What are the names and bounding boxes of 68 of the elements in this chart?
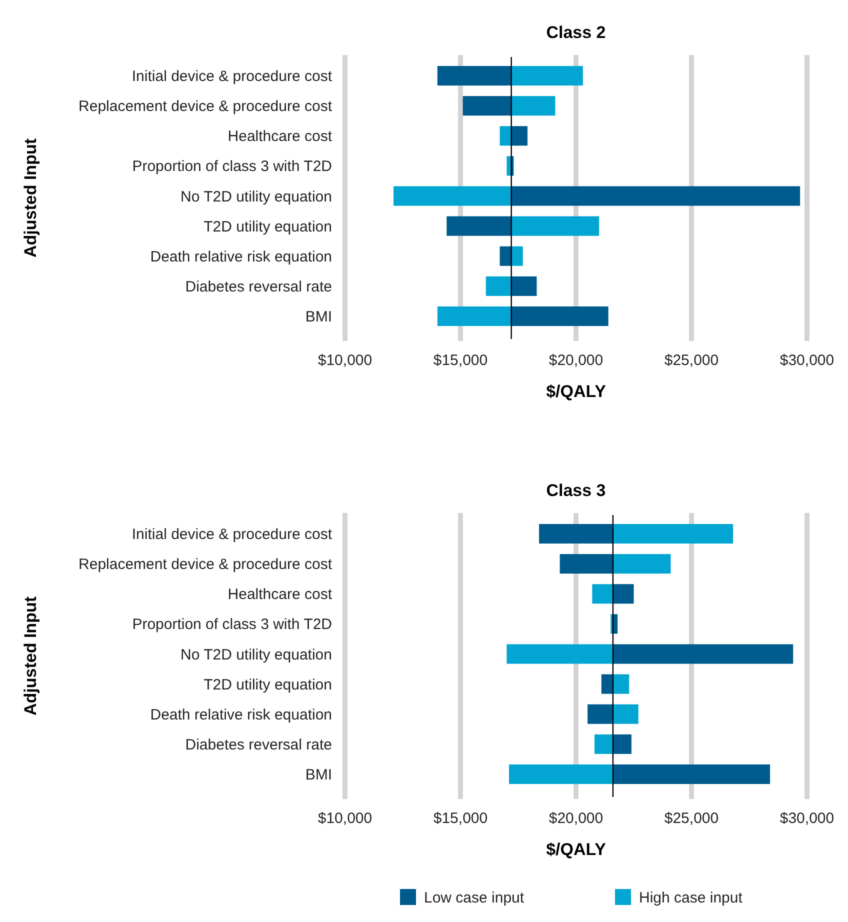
y-tick-label: BMI [305,308,332,326]
x-tick-label: $15,000 [433,352,488,369]
legend-label: High case input [639,889,744,906]
bar [511,186,800,206]
chart-title: Class 3 [546,481,606,500]
bar [394,186,512,206]
x-tick-label: $10,000 [318,352,372,369]
bar [612,704,638,724]
y-axis-title: Adjusted Input [21,138,40,258]
bar [446,216,512,236]
x-axis-title: $/QALY [546,382,607,401]
y-tick-label: No T2D utility equation [180,188,332,206]
chart-title: Class 2 [546,23,606,42]
y-tick-label: T2D utility equation [204,676,332,694]
y-tick-label: Initial device & procedure cost [132,68,333,86]
bar [612,584,634,604]
bar [594,734,613,754]
y-tick-label: Replacement device & procedure cost [78,98,333,116]
x-tick-label: $20,000 [548,810,604,827]
bar [592,584,613,604]
y-tick-label: Death relative risk equation [150,248,332,266]
x-tick-label: $25,000 [664,810,719,827]
y-tick-label: No T2D utility equation [180,646,332,664]
y-tick-label: Initial device & procedure cost [132,526,333,544]
x-axis-title: $/QALY [546,840,607,859]
x-tick-label: $15,000 [433,810,488,827]
legend-label: Low case input [424,889,525,906]
y-axis-title: Adjusted Input [21,596,40,716]
bar [462,96,512,116]
y-tick-label: Diabetes reversal rate [185,278,332,296]
x-tick-label: $30,000 [780,810,834,827]
bar [506,644,613,664]
y-tick-label: Death relative risk equation [150,706,332,724]
bar [612,554,671,574]
bar [437,66,512,86]
bar [511,126,528,146]
y-tick-label: BMI [305,766,332,784]
bar [612,644,794,664]
bar [539,524,613,544]
bar [437,306,512,326]
bar [500,246,512,266]
x-tick-label: $25,000 [664,352,719,369]
x-tick-label: $10,000 [318,810,372,827]
bar [511,306,608,326]
bar [612,674,630,694]
y-tick-label: Proportion of class 3 with T2D [132,158,332,176]
bar [486,276,512,296]
y-tick-label: Healthcare cost [228,586,333,604]
y-tick-label: Replacement device & procedure cost [78,556,333,574]
x-tick-label: $20,000 [548,352,604,369]
bar [511,216,600,236]
bar [511,276,537,296]
bar [612,734,632,754]
y-tick-label: Healthcare cost [228,128,333,146]
bar [560,554,613,574]
y-tick-label: Proportion of class 3 with T2D [132,616,332,634]
bar [500,126,512,146]
bar [601,674,613,694]
bar [612,764,770,784]
y-tick-label: Diabetes reversal rate [185,736,332,754]
bar [511,66,583,86]
bar [509,764,613,784]
bar [588,704,613,724]
y-tick-label: T2D utility equation [204,218,332,236]
bar [511,96,556,116]
bar [612,524,734,544]
x-tick-label: $30,000 [780,352,834,369]
bar [511,246,523,266]
